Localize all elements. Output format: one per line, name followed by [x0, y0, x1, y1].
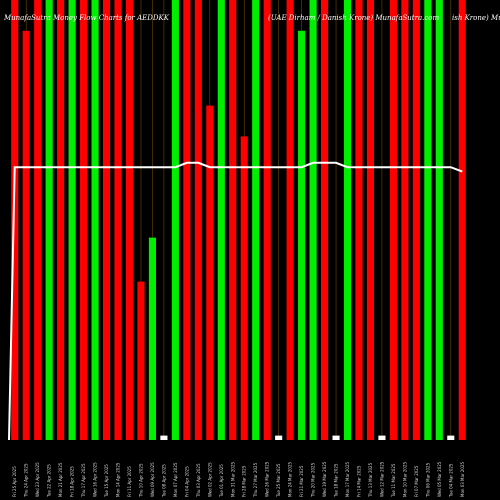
bar-down: [206, 105, 214, 440]
x-tick-label: Fri 11 Apr 2025: [127, 466, 132, 497]
x-tick-label: Wed 05 Mar 2025: [437, 461, 442, 497]
x-tick-label: Wed 09 Apr 2025: [150, 462, 155, 497]
bar-up: [217, 0, 225, 440]
price-line: [8, 161, 463, 441]
chart-title-right-tail: ish Krone) Munafa: [452, 14, 500, 22]
bar-up: [68, 0, 76, 440]
x-tick-label: Mon 07 Apr 2025: [173, 462, 178, 497]
bar-up: [91, 0, 99, 440]
bar-up: [171, 0, 179, 440]
x-tick-label: Thu 03 Apr 2025: [196, 463, 201, 498]
x-tick-label: Tue 18 Mar 2025: [334, 463, 339, 498]
bars: [11, 0, 466, 441]
x-tick-label: Fri 07 Mar 2025: [414, 465, 419, 497]
x-tick-label: Tue 04 Mar 2025: [448, 463, 453, 498]
x-tick-label: Wed 26 Mar 2025: [265, 461, 270, 497]
bar-down: [229, 0, 237, 440]
x-tick-label: Thu 17 Apr 2025: [81, 463, 86, 498]
x-tick-label: Wed 19 Mar 2025: [322, 461, 327, 497]
x-tick-label: Wed 12 Mar 2025: [379, 461, 384, 497]
x-tick-label: Thu 10 Apr 2025: [138, 463, 143, 498]
bar-down: [355, 0, 363, 440]
x-tick-label: Thu 06 Mar 2025: [425, 462, 430, 498]
x-tick-label: Thu 27 Mar 2025: [253, 462, 258, 498]
x-tick-label: Thu 24 Apr 2025: [24, 463, 29, 498]
bar-up: [332, 435, 340, 440]
bar-down: [412, 0, 420, 440]
bar-up: [45, 0, 53, 440]
bar-down: [286, 0, 294, 440]
bar-up: [148, 237, 156, 440]
x-tick-label: Mon 17 Mar 2025: [345, 461, 350, 497]
bar-down: [80, 0, 88, 440]
x-tick-label: Mon 24 Mar 2025: [288, 461, 293, 497]
x-tick-label: Tue 11 Mar 2025: [391, 463, 396, 498]
bar-down: [194, 0, 202, 440]
bar-down: [458, 0, 466, 440]
bar-down: [263, 0, 271, 440]
x-tick-label: Thu 20 Mar 2025: [311, 462, 316, 498]
bar-down: [366, 0, 375, 440]
bar-down: [114, 0, 122, 440]
x-tick-label: Thu 13 Mar 2025: [368, 462, 373, 498]
bar-down: [22, 30, 30, 441]
x-tick-label: Fri 28 Mar 2025: [242, 465, 247, 497]
bar-down: [401, 0, 409, 440]
x-tick-label: Fri 14 Mar 2025: [356, 465, 361, 497]
x-tick-label: Mon 10 Mar 2025: [402, 461, 407, 497]
bar-up: [298, 30, 306, 441]
x-tick-label: Mon 14 Apr 2025: [116, 462, 121, 497]
bar-down: [57, 0, 65, 440]
bar-up: [160, 435, 168, 440]
bar-down: [183, 0, 191, 440]
x-tick-label: Tue 22 Apr 2025: [47, 464, 52, 498]
x-tick-label: Fri 25 Apr 2025: [12, 466, 17, 497]
x-tick-label: Fri 04 Apr 2025: [184, 466, 189, 497]
chart-title-left: MunafaSutra Money Flow Charts for AEDDKK: [4, 14, 169, 22]
bar-down: [11, 0, 19, 440]
bar-down: [102, 0, 111, 440]
bar-up: [309, 0, 317, 440]
bar-down: [378, 435, 386, 440]
bar-up: [435, 0, 443, 440]
bar-down: [240, 136, 248, 440]
x-tick-label: Wed 16 Apr 2025: [93, 462, 98, 497]
bar-up: [275, 435, 283, 440]
bar-down: [137, 281, 145, 440]
x-tick-label: Mon 31 Mar 2025: [230, 461, 235, 497]
x-tick-label: Tue 01 Apr 2025: [219, 464, 224, 498]
x-tick-label: Mon 21 Apr 2025: [58, 462, 63, 497]
x-tick-label: Tue 15 Apr 2025: [104, 464, 109, 498]
x-tick-label: Mon 03 Mar 2025: [460, 461, 465, 497]
bar-down: [389, 0, 397, 440]
x-tick-label: Fri 21 Mar 2025: [299, 465, 304, 497]
bar-down: [34, 0, 42, 440]
bar-up: [447, 435, 455, 440]
chart-title-right: (UAE Dirham / Danish Krone) MunafaSutra.…: [268, 14, 440, 22]
x-tick-label: Fri 18 Apr 2025: [70, 466, 75, 497]
x-tick-label: Tue 25 Mar 2025: [276, 463, 281, 498]
x-tick-label: Wed 02 Apr 2025: [207, 462, 212, 497]
bar-down: [321, 0, 329, 440]
bar-up: [424, 0, 432, 440]
bar-up: [252, 0, 260, 440]
bar-up: [343, 0, 352, 440]
x-tick-label: Wed 23 Apr 2025: [35, 462, 40, 497]
x-tick-label: Tue 08 Apr 2025: [161, 464, 166, 498]
x-tick-labels: Fri 25 Apr 2025 Thu 24 Apr 2025 Wed 23 Apr…: [12, 461, 465, 498]
bar-down: [125, 0, 134, 440]
